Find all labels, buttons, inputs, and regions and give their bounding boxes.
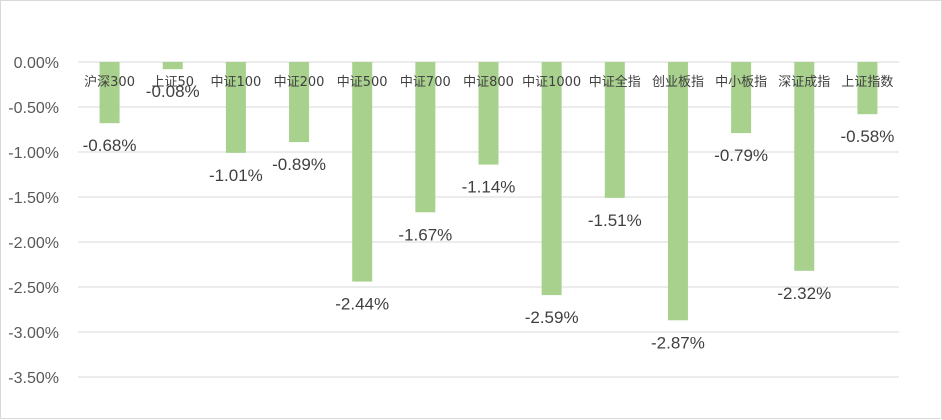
data-label: -2.44% [335, 295, 389, 314]
bar [415, 62, 436, 213]
y-axis-tick-labels: 0.00% -0.50% -1.00% -1.50% -2.00% -2.50% -3.00… [8, 55, 59, 387]
category-label: 上证指数 [841, 75, 893, 90]
category-label: 中证200 [274, 75, 325, 90]
bar [478, 62, 499, 165]
category-labels: 沪深300 上证50 中证100 中证200 中证500 中证700 中证800 中证1000… [84, 74, 893, 90]
category-label: 中证500 [337, 75, 388, 90]
y-tick-label: -3.50% [8, 370, 59, 387]
bar [541, 62, 562, 296]
data-label: -1.67% [398, 225, 452, 244]
data-label: -0.58% [840, 127, 894, 146]
bar [667, 62, 688, 321]
y-tick-label: -2.00% [8, 235, 59, 252]
y-tick-label: -3.00% [8, 325, 59, 342]
bars [99, 62, 878, 321]
y-tick-label: -0.50% [8, 100, 59, 117]
bar [731, 62, 752, 134]
data-label: -1.14% [462, 178, 516, 197]
bar [794, 62, 815, 271]
data-label: -2.32% [777, 284, 831, 303]
bar [99, 62, 120, 124]
bar [352, 62, 373, 282]
data-label: -2.59% [525, 308, 579, 327]
bar [162, 62, 183, 70]
category-label: 深证成指 [778, 75, 830, 90]
bar [604, 62, 625, 198]
category-label: 中证全指 [589, 74, 641, 90]
category-label: 上证50 [151, 75, 194, 90]
y-tick-label: -1.50% [8, 190, 59, 207]
category-label: 中证1000 [522, 75, 581, 90]
bar [289, 62, 310, 143]
data-label: -1.01% [209, 166, 263, 185]
bar [225, 62, 246, 153]
category-label: 沪深300 [84, 74, 135, 90]
y-tick-label: -1.00% [8, 145, 59, 162]
bar [857, 62, 878, 115]
category-label: 中证700 [400, 75, 451, 90]
category-label: 中小板指 [715, 75, 767, 90]
data-label: -2.87% [651, 333, 705, 352]
data-label: -0.89% [272, 155, 326, 174]
data-label: -0.08% [146, 82, 200, 101]
category-label: 中证100 [210, 75, 261, 90]
data-labels: -0.68% -0.08% -1.01% -0.89% -2.44% -1.67% -1.1… [83, 82, 895, 352]
y-tick-label: -2.50% [8, 280, 59, 297]
category-label: 创业板指 [652, 75, 704, 90]
category-label: 中证800 [463, 75, 514, 90]
data-label: -0.79% [714, 146, 768, 165]
data-label: -1.51% [588, 211, 642, 230]
y-tick-label: 0.00% [14, 55, 59, 72]
data-label: -0.68% [83, 136, 137, 155]
